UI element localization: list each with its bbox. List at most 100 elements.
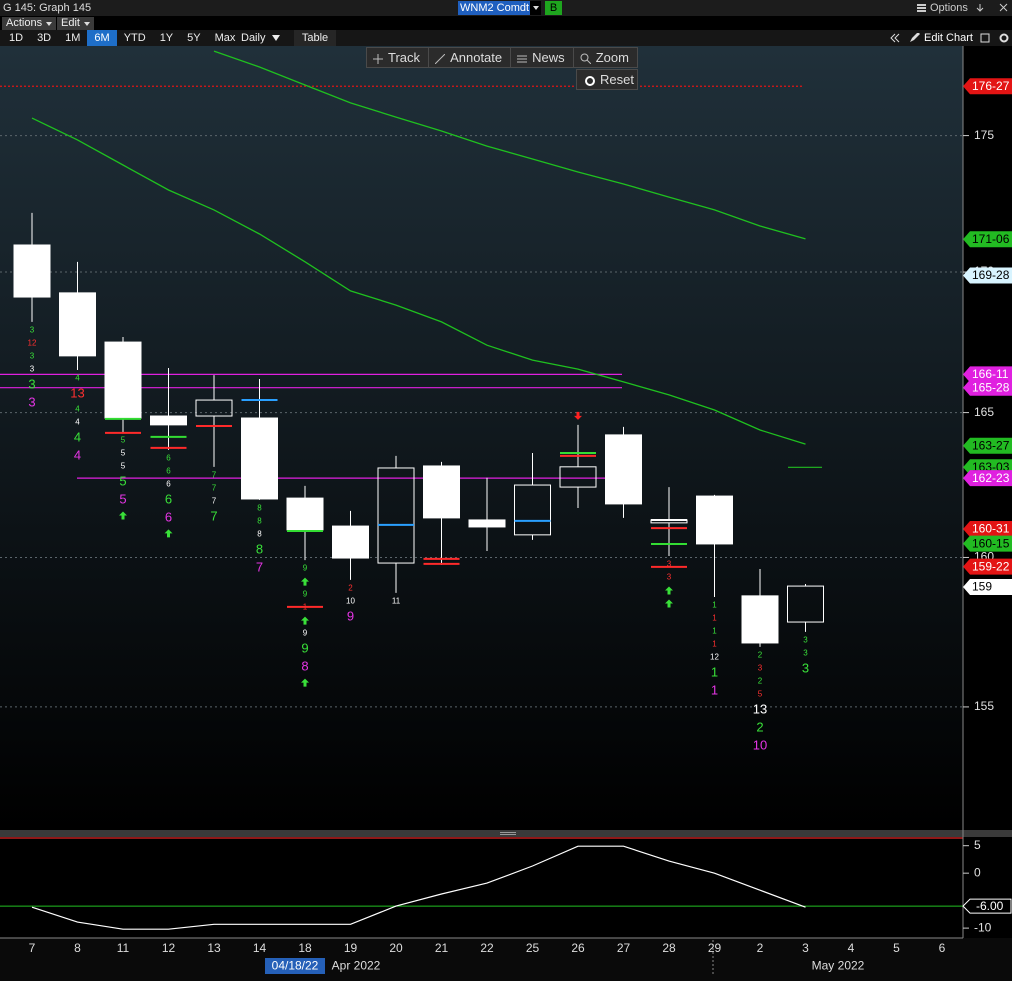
range-button[interactable]: YTD [123,32,146,44]
pencil-icon[interactable] [910,33,920,42]
menu-button[interactable]: Edit [57,17,94,30]
price-tag-label: 159 [972,580,992,594]
options-button[interactable]: Options [930,2,968,14]
count-label: 6 [166,479,171,488]
count-label: 5 [121,462,126,471]
edit-icons[interactable] [890,33,922,43]
range-button[interactable]: 5Y [187,32,201,44]
ticker-badge[interactable]: B [545,1,562,15]
count-label: 6 [166,466,171,475]
count-label: 9 [303,590,308,599]
count-label: 2 [758,676,763,685]
count-label: 3 [667,560,672,569]
edit-chart-button[interactable]: Edit Chart [924,32,973,44]
price-tag-label: 163-27 [972,438,1010,452]
count-label: 9 [301,641,308,656]
reset-button[interactable]: Reset [576,69,638,90]
count-label: 1 [712,640,717,649]
count-label: 3 [758,663,763,672]
tool-label: Track [388,50,421,65]
signal-arrow [574,411,582,420]
close-icon[interactable] [999,3,1008,12]
count-label: 3 [802,660,809,675]
layout-icon[interactable] [980,33,990,43]
ticker-field[interactable]: WNM2 Comdt [458,1,530,15]
chart-settings-icons[interactable] [980,32,1010,44]
divider-grip[interactable] [500,832,516,833]
range-button[interactable]: Max [214,32,236,44]
ticker-dropdown[interactable] [530,1,541,15]
options-icon[interactable] [917,4,926,12]
range-button[interactable]: 1D [9,32,24,44]
x-tick-label: 18 [298,941,312,955]
count-label: 6 [166,453,171,462]
moving-average-line [31,117,806,445]
count-label: 5 [758,689,763,698]
candle-body [514,484,551,536]
candle-body [559,466,597,488]
menu-label: Actions [6,17,43,29]
candle-body [286,497,324,531]
price-tag [963,470,1012,487]
price-tag [963,78,1012,95]
candle-body [423,465,460,519]
x-tick-label: 7 [29,941,36,955]
window-controls[interactable] [976,3,1010,13]
range-button[interactable]: 1Y [159,32,174,44]
range-button[interactable]: 1M [65,32,81,44]
x-tick-label: 2 [757,941,764,955]
gear-icon[interactable] [999,33,1009,43]
tool-label: Annotate [450,50,503,65]
y-tick-label: 175 [974,128,994,142]
candle-body [377,467,415,564]
period-dropdown[interactable]: Daily [241,30,265,46]
x-tick-label: 8 [74,941,81,955]
tool-button[interactable]: Zoom [574,48,637,67]
candle-body [787,585,824,623]
range-button[interactable]: 3D [37,32,52,44]
candle-body [468,519,506,528]
x-tick-label: 5 [893,941,900,955]
x-tick-label: 21 [435,941,449,955]
signal-arrow [301,678,309,687]
osc-y-tick-label: -10 [974,920,992,934]
candle-body [332,525,369,559]
count-label: 4 [75,374,80,383]
menu-button[interactable]: Actions [2,17,57,30]
tool-label: News [532,50,565,65]
count-label: 4 [74,447,81,462]
cursor-date-label: 04/18/22 [272,959,319,973]
period-caret[interactable] [272,35,280,41]
count-label: 3 [28,394,35,409]
price-tag-label: 176-27 [972,79,1010,93]
price-tag [963,437,1012,454]
menu-label: Edit [61,17,80,29]
download-icon[interactable] [976,4,984,12]
tool-button[interactable]: Annotate [429,48,512,67]
signal-arrow [164,529,173,538]
count-label: 11 [392,597,401,606]
collapse-icon[interactable] [890,33,900,43]
price-tag [963,231,1012,248]
x-tick-label: 19 [344,941,358,955]
window-title: G 145: Graph 145 [3,2,92,14]
count-label: 2 [348,583,353,592]
price-tag [963,521,1012,538]
tool-button[interactable]: Track [367,48,430,67]
signal-arrow [301,577,309,586]
count-label: 4 [74,429,81,444]
price-tag [963,535,1012,552]
count-label: 2 [756,719,763,734]
divider-grip[interactable] [500,834,516,835]
count-label: 12 [710,653,719,662]
range-button[interactable]: 6M [87,30,117,46]
x-tick-label: 27 [617,941,631,955]
table-button[interactable]: Table [294,30,336,46]
price-tag [963,267,1012,284]
count-label: 5 [119,491,126,506]
count-label: 1 [303,603,308,612]
count-label: 3 [30,325,35,334]
tool-button[interactable]: News [511,48,574,67]
panel-divider[interactable] [0,830,1012,837]
x-tick-label: 13 [207,941,221,955]
